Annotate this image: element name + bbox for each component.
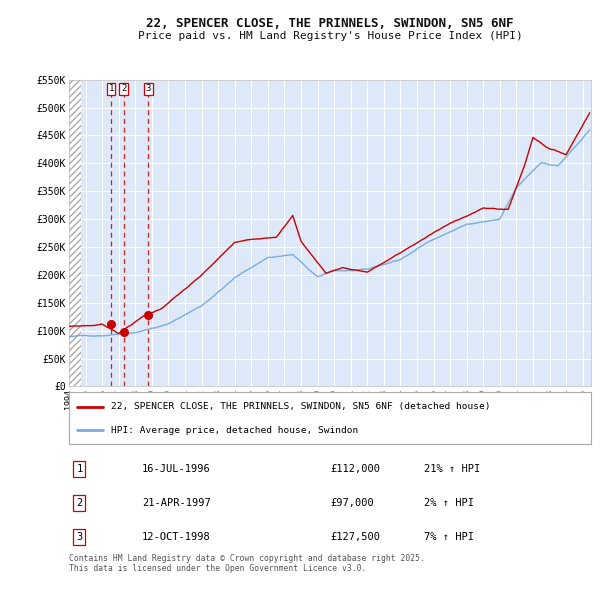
Text: 22, SPENCER CLOSE, THE PRINNELS, SWINDON, SN5 6NF (detached house): 22, SPENCER CLOSE, THE PRINNELS, SWINDON… <box>111 402 490 411</box>
Text: 21% ↑ HPI: 21% ↑ HPI <box>424 464 480 474</box>
Text: 3: 3 <box>76 532 83 542</box>
Text: 7% ↑ HPI: 7% ↑ HPI <box>424 532 474 542</box>
Text: £127,500: £127,500 <box>330 532 380 542</box>
Text: 3: 3 <box>146 84 151 93</box>
Text: 16-JUL-1996: 16-JUL-1996 <box>142 464 211 474</box>
Text: Contains HM Land Registry data © Crown copyright and database right 2025.
This d: Contains HM Land Registry data © Crown c… <box>69 554 425 573</box>
Text: 21-APR-1997: 21-APR-1997 <box>142 498 211 508</box>
Text: 12-OCT-1998: 12-OCT-1998 <box>142 532 211 542</box>
Text: HPI: Average price, detached house, Swindon: HPI: Average price, detached house, Swin… <box>111 426 358 435</box>
Text: £112,000: £112,000 <box>330 464 380 474</box>
Text: 2% ↑ HPI: 2% ↑ HPI <box>424 498 474 508</box>
Text: 2: 2 <box>76 498 83 508</box>
Text: 22, SPENCER CLOSE, THE PRINNELS, SWINDON, SN5 6NF: 22, SPENCER CLOSE, THE PRINNELS, SWINDON… <box>146 17 514 30</box>
Text: £97,000: £97,000 <box>330 498 374 508</box>
Text: 1: 1 <box>76 464 83 474</box>
Text: 1: 1 <box>109 84 114 93</box>
Text: Price paid vs. HM Land Registry's House Price Index (HPI): Price paid vs. HM Land Registry's House … <box>137 31 523 41</box>
Text: 2: 2 <box>121 84 126 93</box>
Bar <box>69 80 82 386</box>
